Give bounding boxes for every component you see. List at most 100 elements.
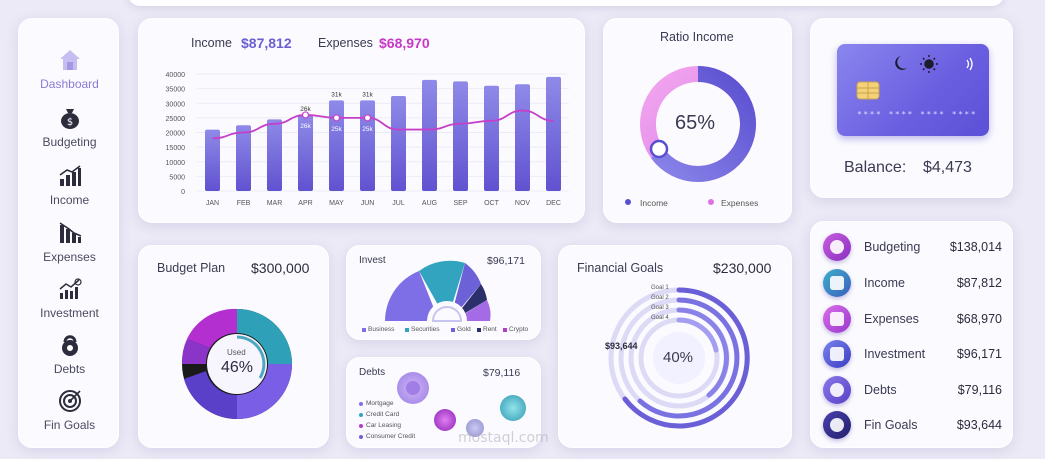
x-tick-label: NOV xyxy=(515,200,531,207)
expenses-line xyxy=(212,109,554,140)
bar xyxy=(205,129,220,191)
x-tick-label: JUN xyxy=(361,200,375,207)
invest-title: Invest xyxy=(359,255,386,266)
bar xyxy=(453,81,468,191)
ratio-income-card: Ratio Income 65% Income Expenses xyxy=(603,18,792,223)
goals-left-value: $93,644 xyxy=(605,341,638,351)
summary-row-expenses[interactable]: Expenses $68,970 xyxy=(811,301,1016,337)
watermark: mostaql.com xyxy=(458,430,549,446)
summary-value: $93,644 xyxy=(956,418,1002,432)
y-tick-label: 20000 xyxy=(166,131,186,138)
summary-label: Investment xyxy=(864,347,926,361)
summary-row-budgeting[interactable]: Budgeting $138,014 xyxy=(811,229,1016,265)
goals-center-value: 40% xyxy=(663,349,694,366)
ratio-value: 65% xyxy=(675,112,716,134)
sidebar-item-label: Budgeting xyxy=(42,135,97,149)
sidebar-item-dashboard[interactable]: Dashboard xyxy=(19,47,120,91)
bar xyxy=(236,125,251,191)
sun-icon xyxy=(920,55,938,73)
summary-row-debts[interactable]: Debts $79,116 xyxy=(811,372,1016,408)
sidebar-item-label: Debts xyxy=(53,362,86,376)
summary-row-investment[interactable]: Investment $96,171 xyxy=(811,336,1016,372)
x-tick-label: MAY xyxy=(329,200,344,207)
sidebar-item-label: Fin Goals xyxy=(43,418,96,432)
y-tick-label: 15000 xyxy=(166,145,186,152)
bar-chart-up-icon xyxy=(59,165,81,186)
bar xyxy=(360,100,375,191)
x-tick-label: SEP xyxy=(453,200,467,207)
income-expenses-chart-card: Income $87,812 Expenses $68,970 0 5000 100… xyxy=(138,18,585,223)
sidebar-item-fin-goals[interactable]: Fin Goals xyxy=(19,388,120,432)
x-tick-label: AUG xyxy=(422,200,437,207)
invest-semicircle-chart xyxy=(362,260,507,332)
goal-4-label: Goal 4 xyxy=(651,315,669,321)
sidebar-item-debts[interactable]: Debts xyxy=(19,332,120,376)
balance-value: $4,473 xyxy=(923,159,972,176)
budget-used-value: 46% xyxy=(221,359,254,376)
sidebar-item-label: Investment xyxy=(40,306,99,320)
line-data-label: 25k xyxy=(331,126,342,133)
card-number: **** **** **** **** xyxy=(857,110,978,119)
line-point xyxy=(363,114,372,122)
kettlebell-icon xyxy=(823,376,851,404)
ratio-title: Ratio Income xyxy=(660,30,734,44)
ratio-donut xyxy=(625,66,756,205)
financial-goals-card: Financial Goals $230,000 Goal 1 Goal 2 G… xyxy=(558,245,792,448)
budget-used-label: Used xyxy=(227,348,246,357)
expenses-value: $68,970 xyxy=(379,35,430,51)
sidebar-item-income[interactable]: Income xyxy=(19,163,120,207)
line-point xyxy=(332,114,341,122)
bar xyxy=(546,76,561,191)
invest-legend-securities: Securities xyxy=(411,326,440,333)
income-value: $87,812 xyxy=(241,35,292,51)
sidebar-item-expenses[interactable]: Expenses xyxy=(19,220,120,264)
bar-data-label: 31k xyxy=(362,91,373,98)
x-tick-label: FEB xyxy=(237,200,251,207)
income-label: Income xyxy=(191,36,232,50)
budget-plan-value: $300,000 xyxy=(251,260,310,276)
bar-chart-down-icon xyxy=(59,222,81,243)
summary-row-fin-goals[interactable]: Fin Goals $93,644 xyxy=(811,407,1016,443)
top-bar xyxy=(128,0,1004,6)
summary-label: Income xyxy=(864,276,905,290)
bar xyxy=(515,84,530,191)
moon-icon xyxy=(895,56,907,70)
svg-text:$: $ xyxy=(66,117,72,128)
ratio-legend-expenses: Expenses xyxy=(721,198,759,208)
expenses-label: Expenses xyxy=(318,36,373,50)
summary-row-income[interactable]: Income $87,812 xyxy=(811,265,1016,301)
invest-legend-business: Business xyxy=(368,326,395,333)
debts-legend-car-leasing: Car Leasing xyxy=(366,422,402,429)
budget-plan-title: Budget Plan xyxy=(157,261,226,275)
bar xyxy=(422,79,437,191)
goals-title: Financial Goals xyxy=(577,261,664,275)
balance-label: Balance: xyxy=(844,159,907,176)
bar xyxy=(329,100,344,191)
bar xyxy=(298,114,313,191)
balance-card: **** **** **** **** Balance: $4,473 xyxy=(810,18,1013,198)
contactless-icon xyxy=(966,57,973,71)
goal-3-label: Goal 3 xyxy=(651,305,669,311)
summary-label: Debts xyxy=(864,383,897,397)
summary-value: $68,970 xyxy=(956,312,1002,326)
bar xyxy=(267,119,282,191)
x-tick-label: JAN xyxy=(206,200,219,207)
summary-value: $138,014 xyxy=(949,240,1002,254)
goals-radial-chart xyxy=(608,287,750,429)
y-tick-label: 10000 xyxy=(166,160,186,167)
invest-legend-rent: Rent xyxy=(483,326,497,333)
sidebar-item-budgeting[interactable]: $ Budgeting xyxy=(19,105,120,149)
y-tick-label: 35000 xyxy=(166,87,186,94)
investment-chart-icon xyxy=(59,278,82,299)
sidebar: Dashboard $ Budgeting Income Expenses xyxy=(18,18,119,448)
bar-chart-down-icon xyxy=(823,305,851,333)
x-tick-label: MAR xyxy=(267,200,283,207)
house-icon xyxy=(59,50,80,70)
invest-legend-crypto: Crypto xyxy=(509,326,529,333)
goal-2-label: Goal 2 xyxy=(651,295,669,301)
summary-value: $79,116 xyxy=(957,383,1002,397)
target-icon xyxy=(823,411,851,439)
sidebar-item-investment[interactable]: Investment xyxy=(19,276,120,320)
income-expenses-bar-chart: 0 5000 10000 15000 20000 25000 30000 35000 40000… xyxy=(166,72,569,207)
bar-chart-up-icon xyxy=(823,269,851,297)
